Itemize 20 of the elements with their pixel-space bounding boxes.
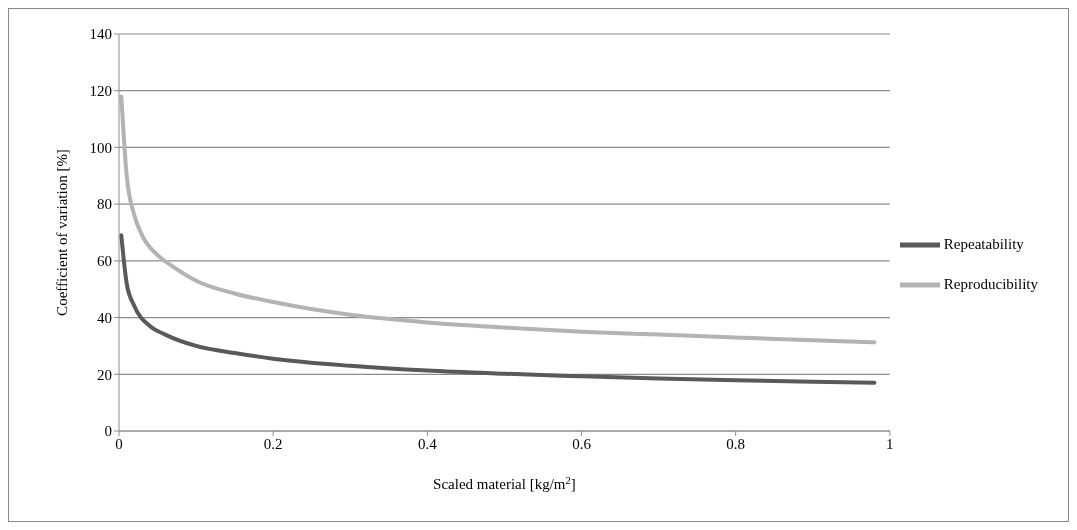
x-tick-label: 0.6 <box>572 435 592 452</box>
x-tick-label: 0 <box>115 435 123 452</box>
y-tick-label: 120 <box>89 83 112 100</box>
legend-label: Reproducibility <box>943 275 1038 292</box>
line-series <box>119 233 877 385</box>
x-axis-title: Scaled material [kg/m$^{2}$] <box>433 474 576 492</box>
y-tick-label: 60 <box>97 253 112 270</box>
x-tick-label: 0.4 <box>417 435 438 452</box>
line-series <box>119 94 877 345</box>
y-tick-label: 80 <box>97 196 112 213</box>
y-axis-title: Coefficient of variation [%] <box>54 149 70 316</box>
x-tick-label: 0.8 <box>726 435 746 452</box>
legend-label: Repeatability <box>943 235 1024 252</box>
x-tick-label: 1 <box>886 435 894 452</box>
y-tick-label: 140 <box>89 26 112 43</box>
x-tick-label: 0.2 <box>263 435 283 452</box>
y-tick-label: 100 <box>89 139 112 156</box>
y-tick-label: 20 <box>97 366 112 383</box>
y-tick-label: 40 <box>97 309 112 326</box>
y-tick-label: 0 <box>104 423 112 440</box>
